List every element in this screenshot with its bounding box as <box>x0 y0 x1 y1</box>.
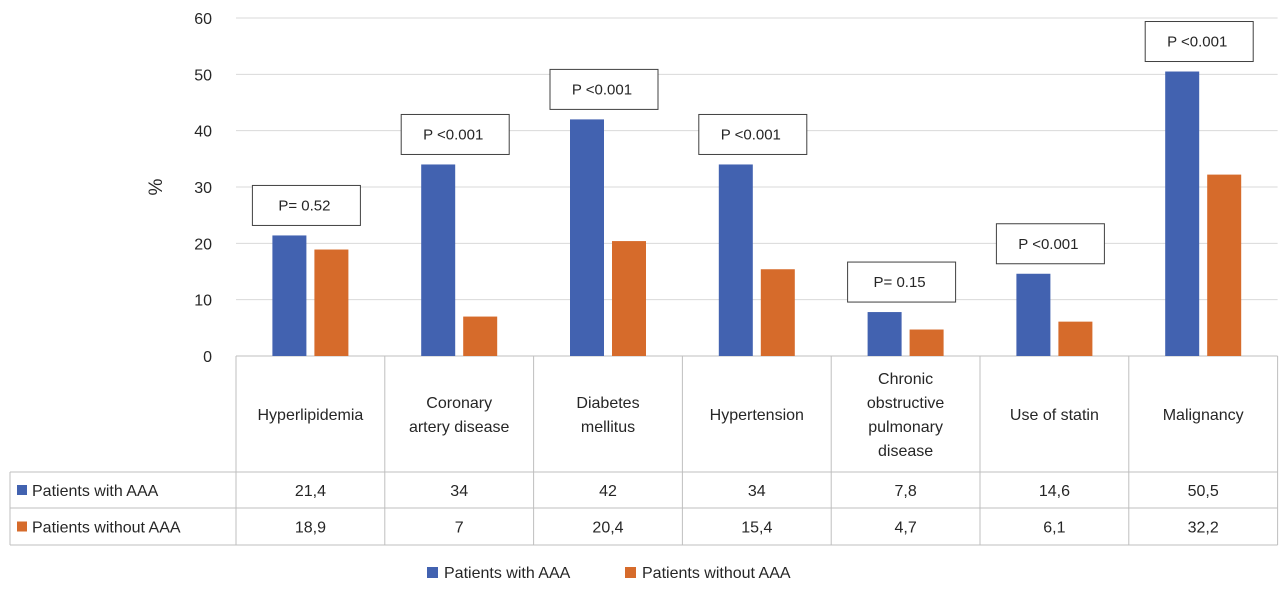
legend-label: Patients without AAA <box>642 565 791 582</box>
p-value-annotation: P <0.001 <box>1144 21 1254 63</box>
table-value: 7 <box>455 520 464 537</box>
legend: Patients with AAA Patients without AAA <box>427 565 791 582</box>
annotation-label: P= 0.52 <box>278 197 330 214</box>
bar-patients-with-aaa-hypertension <box>718 164 753 356</box>
y-tick-label: 30 <box>194 180 212 197</box>
table-series-name-patients-with-aaa: Patients with AAA <box>32 483 159 500</box>
y-tick-label: 60 <box>194 11 212 28</box>
table-value: 20,4 <box>592 520 623 537</box>
table-series-key-patients-with-aaa <box>17 485 27 495</box>
y-tick-label: 10 <box>194 293 212 310</box>
y-axis-label: % <box>146 178 167 195</box>
y-tick-label: 20 <box>194 236 212 253</box>
annotation-box <box>995 223 1105 265</box>
category-label-malignancy: Malignancy <box>1163 407 1244 424</box>
data-table: Hyperlipidemia Coronary artery disease Diab… <box>9 356 1279 546</box>
annotation-label: P <0.001 <box>423 126 483 143</box>
category-label-coronary-artery-disease: Coronary artery disease <box>409 395 510 436</box>
gridlines <box>236 17 1278 357</box>
table-value: 7,8 <box>894 483 916 500</box>
bar-patients-with-aaa-coronary-artery-disease <box>421 164 456 356</box>
annotation-label: P <0.001 <box>1018 236 1078 253</box>
bar-patients-without-aaa-malignancy <box>1207 174 1242 356</box>
y-tick-label: 40 <box>194 124 212 141</box>
table-value: 50,5 <box>1188 483 1219 500</box>
legend-label: Patients with AAA <box>444 565 571 582</box>
category-label-use-of-statin: Use of statin <box>1010 407 1099 424</box>
bar-patients-with-aaa-chronic-obstructive-pulmonary-disease <box>867 312 902 356</box>
bar-patients-without-aaa-use-of-statin <box>1058 321 1093 356</box>
annotation-box <box>400 113 510 155</box>
table-value: 21,4 <box>295 483 326 500</box>
table-series-name-patients-without-aaa: Patients without AAA <box>32 520 181 537</box>
bar-patients-with-aaa-use-of-statin <box>1016 273 1051 356</box>
table-value: 4,7 <box>894 520 916 537</box>
bar-patients-with-aaa-malignancy <box>1165 71 1200 357</box>
p-value-annotation: P <0.001 <box>698 113 808 155</box>
legend-item-patients-with-aaa: Patients with AAA <box>427 565 571 582</box>
category-label-diabetes-mellitus: Diabetes mellitus <box>576 395 639 436</box>
table-value: 18,9 <box>295 520 326 537</box>
table-value: 6,1 <box>1043 520 1065 537</box>
p-value-annotations: P= 0.52 P <0.001 P <0.001 P <0.001 P= 0.15 P … <box>251 21 1254 303</box>
bars <box>272 71 1242 357</box>
bar-patients-without-aaa-chronic-obstructive-pulmonary-disease <box>909 329 944 356</box>
table-value: 34 <box>450 483 468 500</box>
p-value-annotation: P <0.001 <box>549 68 659 110</box>
table-value: 32,2 <box>1188 520 1219 537</box>
table-value: 34 <box>748 483 766 500</box>
annotation-box <box>1144 21 1254 63</box>
y-tick-label: 50 <box>194 67 212 84</box>
category-label-hypertension: Hypertension <box>710 407 804 424</box>
annotation-box <box>698 113 808 155</box>
category-label-chronic-obstructive-pulmonary-disease: Chronic obstructive pulmonary disease <box>867 371 944 460</box>
bar-patients-without-aaa-hypertension <box>760 269 795 356</box>
table-value: 42 <box>599 483 617 500</box>
bar-patients-without-aaa-coronary-artery-disease <box>463 316 498 356</box>
y-axis: 0 10 20 30 40 50 60 <box>194 11 212 366</box>
category-label-hyperlipidemia: Hyperlipidemia <box>257 407 363 424</box>
legend-swatch <box>625 567 636 578</box>
table-value: 14,6 <box>1039 483 1070 500</box>
annotation-label: P <0.001 <box>1167 34 1227 51</box>
bar-patients-with-aaa-hyperlipidemia <box>272 235 307 356</box>
annotation-box <box>847 261 957 303</box>
bar-patients-without-aaa-hyperlipidemia <box>314 249 349 356</box>
table-series-key-patients-without-aaa <box>17 521 27 532</box>
p-value-annotation: P <0.001 <box>995 223 1105 265</box>
annotation-label: P= 0.15 <box>874 274 926 291</box>
annotation-label: P <0.001 <box>572 81 632 98</box>
p-value-annotation: P= 0.15 <box>847 261 957 303</box>
p-value-annotation: P= 0.52 <box>251 184 361 226</box>
table-value: 15,4 <box>741 520 772 537</box>
annotation-box <box>251 184 361 226</box>
annotation-box <box>549 68 659 110</box>
bar-patients-without-aaa-diabetes-mellitus <box>612 241 646 356</box>
legend-swatch <box>427 567 438 578</box>
y-tick-label: 0 <box>203 349 212 366</box>
bar-patients-with-aaa-diabetes-mellitus <box>570 119 604 357</box>
legend-item-patients-without-aaa: Patients without AAA <box>625 565 791 582</box>
annotation-label: P <0.001 <box>721 126 781 143</box>
p-value-annotation: P <0.001 <box>400 113 510 155</box>
